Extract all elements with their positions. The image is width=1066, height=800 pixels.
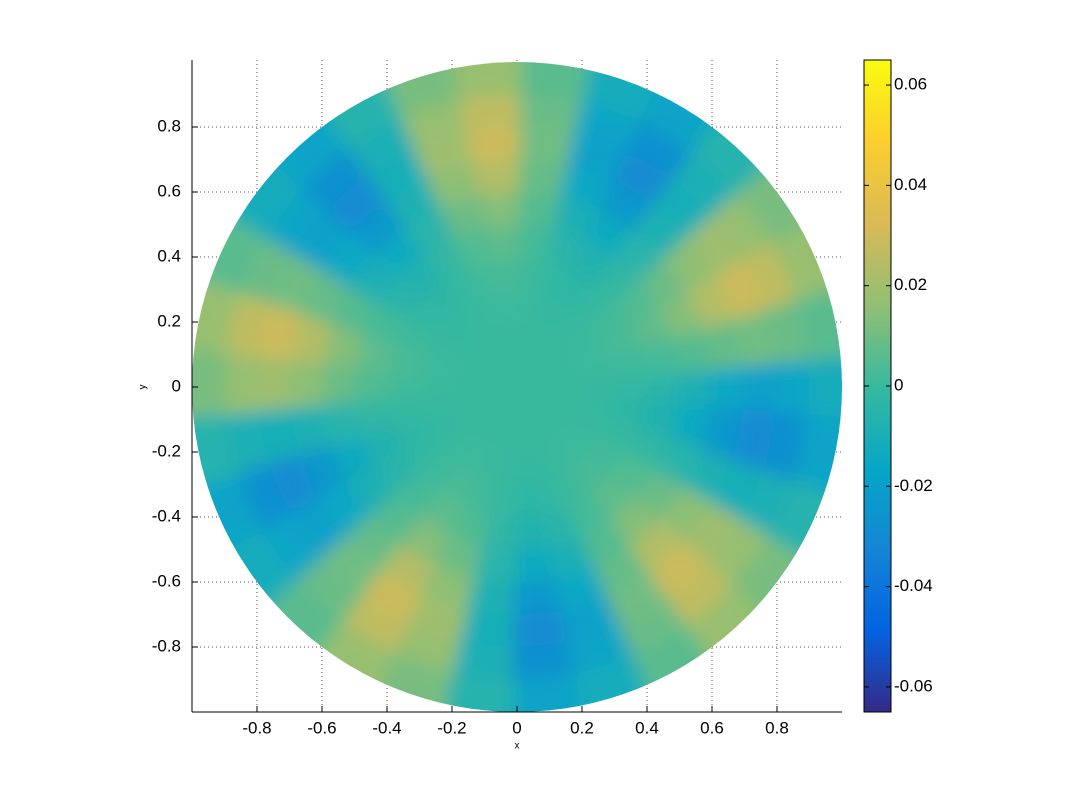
heat-cell bbox=[512, 671, 596, 712]
colorbar-tick-label: -0.02 bbox=[894, 476, 933, 495]
x-tick-label: -0.4 bbox=[372, 718, 401, 737]
y-tick-label: -0.6 bbox=[152, 571, 181, 590]
colorbar-tick-label: 0.06 bbox=[894, 75, 927, 94]
heat-cell bbox=[473, 544, 520, 583]
x-tick-label: 0.8 bbox=[765, 718, 789, 737]
y-tick-label: 0 bbox=[172, 376, 181, 395]
x-tick-label: -0.8 bbox=[242, 718, 271, 737]
heat-cell bbox=[514, 191, 561, 230]
heat-cell bbox=[513, 126, 575, 166]
x-tick-label: 0.6 bbox=[700, 718, 724, 737]
y-tick-label: -0.4 bbox=[152, 506, 181, 525]
heat-cell bbox=[774, 352, 810, 422]
heat-cell bbox=[807, 345, 842, 429]
x-tick-label: -0.2 bbox=[437, 718, 466, 737]
x-tick-label: 0 bbox=[512, 718, 521, 737]
heat-cell bbox=[514, 224, 554, 261]
heat-cell bbox=[192, 413, 241, 502]
heat-cell bbox=[512, 62, 596, 103]
x-tick-label: 0.4 bbox=[635, 718, 659, 737]
heat-cell bbox=[742, 356, 778, 418]
y-tick-label: 0.6 bbox=[157, 181, 181, 200]
x-tick-label: 0.2 bbox=[570, 718, 594, 737]
y-tick-label: 0.2 bbox=[157, 311, 181, 330]
colorbar-tick-label: 0 bbox=[894, 375, 903, 394]
heat-cell bbox=[256, 356, 292, 418]
heat-cell bbox=[513, 94, 582, 134]
heat-cell bbox=[438, 62, 522, 103]
heat-cell bbox=[793, 413, 842, 502]
heat-cell bbox=[480, 513, 520, 550]
colorbar-tick-label: 0.02 bbox=[894, 275, 927, 294]
y-tick-label: -0.2 bbox=[152, 441, 181, 460]
y-tick-label: -0.8 bbox=[152, 636, 181, 655]
heat-cell bbox=[514, 159, 568, 198]
heat-cell bbox=[438, 671, 522, 712]
heat-cell bbox=[793, 272, 842, 361]
heat-cell bbox=[459, 608, 521, 648]
heat-cell bbox=[192, 272, 241, 361]
colorbar-tick-label: 0.04 bbox=[894, 175, 927, 194]
y-tick-label: 0.8 bbox=[157, 116, 181, 135]
x-axis-label: x bbox=[515, 741, 520, 752]
y-tick-label: 0.4 bbox=[157, 246, 181, 265]
y-axis-label: y bbox=[138, 385, 149, 390]
colorbar-tick-label: -0.06 bbox=[894, 676, 933, 695]
heat-cell bbox=[452, 640, 521, 680]
heat-cell bbox=[224, 352, 260, 422]
heat-cell bbox=[466, 576, 520, 615]
colorbar-tick-label: -0.04 bbox=[894, 576, 933, 595]
x-tick-label: -0.6 bbox=[307, 718, 336, 737]
